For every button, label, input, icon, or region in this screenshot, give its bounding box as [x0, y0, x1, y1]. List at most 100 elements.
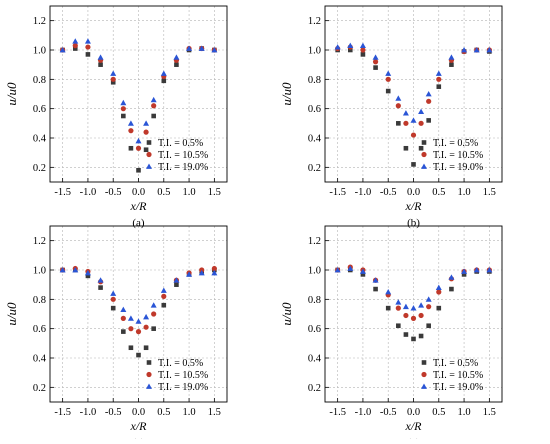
y-axis-label: u/u0: [4, 302, 19, 326]
legend-marker: [421, 140, 427, 145]
x-tick-label: -1.5: [329, 407, 346, 418]
data-point: [161, 78, 167, 84]
data-point: [473, 267, 480, 273]
x-tick-label: 1.0: [458, 407, 471, 418]
data-point: [402, 303, 409, 310]
legend-entry: T.I. = 0.5%: [433, 138, 478, 149]
data-point: [372, 54, 379, 60]
y-tick-label: 1.2: [33, 16, 46, 27]
data-point: [486, 267, 493, 273]
data-point: [110, 296, 116, 302]
data-point: [173, 54, 180, 60]
data-point: [84, 269, 91, 276]
x-tick-label: 1.5: [208, 187, 221, 198]
y-tick-label: 0.2: [33, 383, 46, 394]
data-point: [198, 45, 205, 51]
y-tick-label: 0.2: [33, 163, 46, 174]
data-point: [461, 47, 468, 53]
legend-entry: T.I. = 0.5%: [158, 138, 203, 149]
data-point: [395, 95, 402, 101]
y-tick-label: 1.0: [33, 46, 46, 57]
legend-marker: [146, 151, 152, 158]
y-tick-label: 0.4: [33, 134, 47, 145]
x-tick-label: -0.5: [105, 187, 122, 198]
legend-entry: T.I. = 10.5%: [158, 370, 208, 381]
y-tick-label: 0.8: [308, 295, 321, 306]
x-tick-label: -1.0: [355, 187, 372, 198]
data-point: [143, 129, 149, 135]
data-point: [143, 324, 149, 330]
data-point: [84, 38, 91, 44]
data-point: [135, 329, 142, 335]
data-point: [360, 52, 366, 57]
data-point: [186, 271, 193, 277]
data-point: [211, 269, 218, 276]
data-point: [150, 96, 157, 103]
data-point: [121, 329, 126, 334]
data-point: [461, 272, 467, 277]
legend-entry: T.I. = 19.0%: [158, 382, 208, 393]
y-tick-label: 0.6: [308, 324, 321, 335]
x-tick-label: -1.5: [54, 407, 71, 418]
x-tick-label: -1.5: [54, 187, 71, 198]
data-point: [385, 305, 391, 311]
legend-marker: [146, 383, 152, 389]
data-point: [436, 305, 442, 311]
y-axis-label: u/u0: [279, 302, 294, 326]
legend-marker: [421, 151, 427, 158]
data-point: [410, 132, 417, 138]
y-tick-label: 1.2: [308, 236, 321, 247]
data-point: [418, 333, 424, 339]
data-point: [418, 312, 424, 319]
x-tick-label: -1.0: [355, 407, 372, 418]
data-point: [334, 44, 341, 50]
data-point: [360, 47, 366, 53]
data-point: [110, 290, 117, 296]
y-tick-label: 0.4: [308, 354, 322, 365]
data-point: [160, 70, 167, 76]
data-point: [160, 287, 167, 293]
data-point: [59, 47, 66, 53]
data-point: [121, 113, 126, 119]
x-tick-label: -1.0: [80, 407, 97, 418]
y-tick-label: 0.8: [33, 295, 46, 306]
data-point: [186, 45, 193, 51]
data-point: [411, 162, 416, 167]
data-point: [135, 318, 142, 324]
data-point: [395, 299, 402, 305]
x-axis-label: x/R: [130, 419, 148, 433]
data-point: [143, 313, 150, 320]
data-point: [161, 293, 167, 299]
data-point: [418, 302, 425, 308]
data-point: [72, 267, 79, 273]
data-point: [385, 76, 391, 82]
x-tick-label: -0.5: [105, 407, 122, 418]
data-point: [473, 47, 480, 53]
data-point: [410, 117, 417, 123]
y-tick-label: 1.2: [308, 16, 321, 27]
data-point: [120, 306, 127, 312]
data-point: [59, 267, 66, 273]
legend-marker: [146, 371, 152, 378]
data-point: [110, 305, 116, 311]
series-3: [334, 42, 493, 123]
legend-marker: [421, 360, 427, 365]
data-point: [174, 62, 179, 67]
data-point: [372, 59, 379, 65]
data-point: [128, 145, 134, 151]
legend-entry: T.I. = 10.5%: [158, 150, 208, 161]
legend-marker: [146, 163, 152, 169]
data-point: [198, 269, 205, 276]
x-axis-label: x/R: [405, 199, 423, 213]
chart-panel: -1.5 -1.0 -0.5 0.0 0.5 1.0 1.5 0.2 0.4 0.6 0.8 1.0 1…: [279, 225, 503, 444]
data-point: [135, 137, 142, 144]
data-point: [403, 312, 409, 319]
series-3: [59, 38, 218, 144]
data-point: [372, 277, 379, 283]
data-point: [128, 326, 134, 332]
data-point: [120, 315, 126, 321]
data-point: [110, 76, 116, 82]
x-axis-label: x/R: [130, 199, 148, 213]
data-point: [403, 145, 409, 151]
